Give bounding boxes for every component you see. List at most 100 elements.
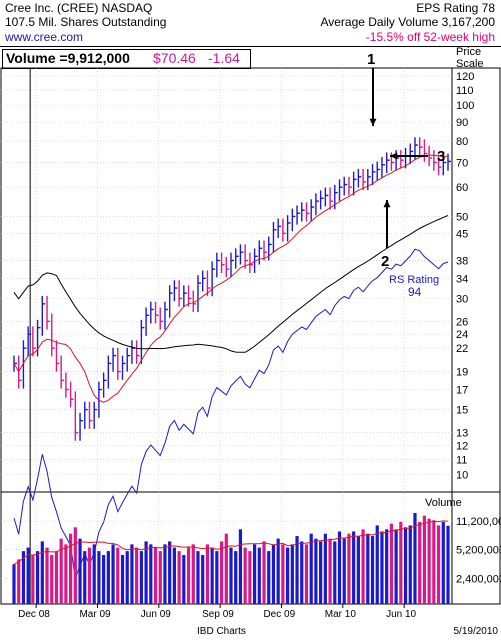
volume-bar <box>224 533 228 604</box>
volume-bar <box>45 547 49 604</box>
volume-bar <box>64 544 68 604</box>
volume-bar <box>87 547 92 604</box>
price-tick-label: 38 <box>456 255 468 267</box>
volume-bar <box>281 544 285 604</box>
volume-bar <box>243 547 247 604</box>
volume-bar <box>352 531 356 604</box>
volume-bar <box>17 559 21 604</box>
volume-bar <box>385 529 389 604</box>
volume-bar <box>418 521 422 604</box>
volume-bar <box>97 551 101 604</box>
price-tick-label: 22 <box>456 343 468 355</box>
volume-axis-title: Volume <box>425 497 462 509</box>
date-tick-label: Sep 09 <box>202 609 234 620</box>
volume-bar <box>83 551 87 604</box>
price-scale-title: Price Scale <box>456 46 484 70</box>
volume-bar <box>116 547 120 604</box>
volume-bar <box>31 555 35 604</box>
volume-bar <box>78 538 82 604</box>
date-tick-label: Jun 10 <box>386 609 416 620</box>
change-readout: -1.64 <box>208 50 240 66</box>
price-tick-label: 110 <box>456 85 474 97</box>
price-tick-label: 90 <box>456 117 468 129</box>
volume-bar <box>446 525 450 604</box>
volume-bar <box>286 547 290 604</box>
date-tick-label: Jun 09 <box>141 609 171 620</box>
volume-bar <box>229 547 233 604</box>
annotation-3-label: 3 <box>437 148 445 165</box>
volume-bar <box>408 525 412 604</box>
volume-bar <box>234 551 238 604</box>
volume-bar <box>125 551 129 604</box>
volume-bar <box>59 538 63 604</box>
volume-bar <box>219 541 224 604</box>
volume-bar <box>314 538 318 604</box>
rs-rating-value: 94 <box>408 285 422 299</box>
volume-bar <box>342 538 346 604</box>
footer-date: 5/19/2010 <box>453 626 499 637</box>
volume-bar <box>168 541 172 604</box>
volume-bar <box>380 531 384 604</box>
volume-bar <box>267 551 271 604</box>
date-tick-label: Mar 10 <box>325 609 357 620</box>
date-tick-label: Mar 09 <box>79 609 111 620</box>
short-moving-average <box>13 154 449 403</box>
volume-bar <box>120 555 125 604</box>
volume-bar <box>92 544 96 604</box>
relative-strength-line <box>13 248 449 579</box>
volume-bar <box>252 544 257 604</box>
volume-bar <box>40 541 44 604</box>
price-tick-label: 70 <box>456 157 468 169</box>
volume-bar <box>130 544 134 604</box>
volume-bar <box>304 544 309 604</box>
volume-bar <box>333 541 337 604</box>
company-url-link[interactable]: www.cree.com <box>5 30 84 44</box>
volume-bar <box>102 555 106 604</box>
volume-bar <box>328 538 332 604</box>
price-tick-label: 60 <box>456 182 468 194</box>
volume-bar <box>111 544 115 604</box>
volume-bar <box>69 533 73 604</box>
price-tick-label: 50 <box>456 211 468 223</box>
volume-bar <box>144 541 148 604</box>
volume-bar <box>205 544 210 604</box>
volume-bar <box>139 551 143 604</box>
volume-bar <box>399 521 403 604</box>
volume-bar <box>177 551 181 604</box>
volume-bar <box>309 533 313 604</box>
volume-bar <box>375 525 379 604</box>
volume-bar <box>248 551 252 604</box>
volume-bar <box>238 529 243 604</box>
volume-bar <box>149 544 153 604</box>
long-moving-average <box>13 215 449 353</box>
volume-bar <box>35 551 40 604</box>
volume-bar <box>422 515 427 604</box>
date-tick-label: Dec 08 <box>18 609 50 620</box>
volume-bar <box>262 541 266 604</box>
volume-bar <box>370 536 375 604</box>
rs-rating-label: RS Rating <box>389 274 439 286</box>
volume-bar <box>196 551 200 604</box>
off-52-week-high: -15.5% off 52-week high <box>365 30 495 44</box>
volume-bar <box>427 518 431 604</box>
volume-bar <box>295 536 299 604</box>
price-tick-label: 45 <box>456 228 468 240</box>
volume-bar <box>186 547 191 604</box>
volume-bar <box>135 547 139 604</box>
price-tick-label: 19 <box>456 367 468 379</box>
volume-bar <box>73 527 77 604</box>
volume-moving-average <box>13 520 449 565</box>
annotation-2-arrow-head <box>383 200 391 208</box>
volume-bar <box>276 538 280 604</box>
price-tick-label: 10 <box>456 470 468 482</box>
price-tick-label: 80 <box>456 136 468 148</box>
volume-tick-label: 5,200,000 <box>456 545 501 557</box>
volume-bar <box>290 544 294 604</box>
volume-bar <box>257 547 261 604</box>
volume-bar <box>361 529 365 604</box>
volume-bar <box>191 544 195 604</box>
company-title: Cree Inc. (CREE) NASDAQ <box>5 1 153 15</box>
volume-bar <box>210 547 214 604</box>
volume-bar <box>394 529 398 604</box>
